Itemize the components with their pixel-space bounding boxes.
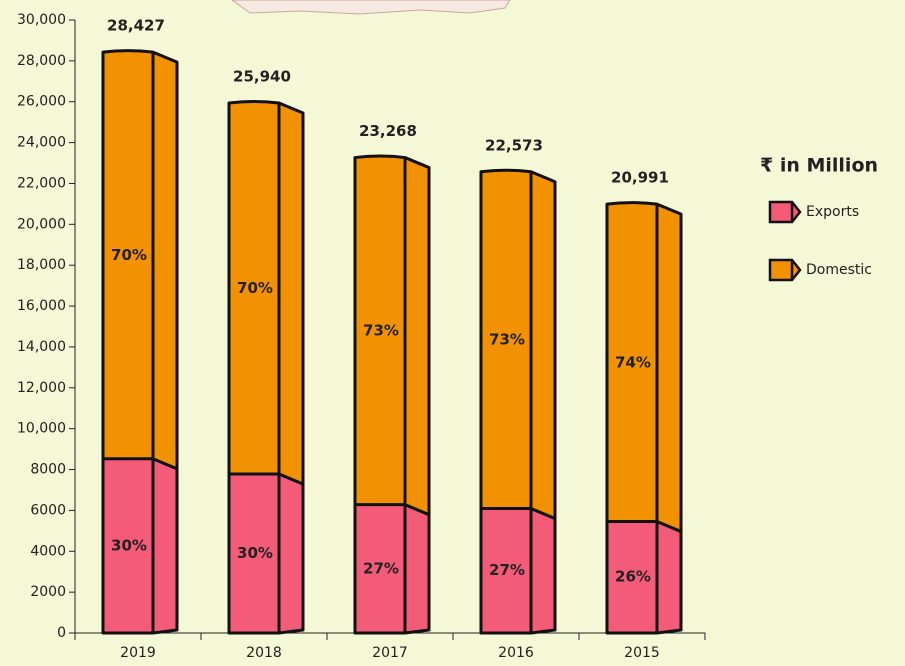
page: ₹ in Million 0 2000 4000 6000 8000 10,000 12,0…	[0, 0, 905, 666]
x-tick-label: 2017	[372, 645, 408, 661]
segment-label: 27%	[363, 559, 399, 577]
legend-title: ₹ in Million	[760, 155, 878, 177]
segment-label: 73%	[489, 331, 525, 349]
y-tick-label: 0	[57, 625, 66, 641]
y-tick-label: 22,000	[17, 175, 66, 191]
segment-label: 27%	[489, 561, 525, 579]
y-tick-label: 26,000	[17, 94, 66, 110]
y-tick-label: 6000	[30, 502, 66, 518]
segment-label: 73%	[363, 322, 399, 340]
segment-label: 74%	[615, 353, 651, 371]
y-tick-label: 8000	[30, 462, 66, 478]
y-tick-label: 28,000	[17, 53, 66, 69]
x-tick-label: 2019	[120, 645, 156, 661]
y-tick-label: 30,000	[17, 12, 66, 28]
y-tick-label: 2000	[30, 584, 66, 600]
segment-label: 26%	[615, 568, 651, 586]
chart: ₹ in Million 0 2000 4000 6000 8000 10,000 12,0…	[0, 0, 905, 666]
segment-label: 70%	[111, 246, 147, 264]
x-tick-label: 2015	[624, 645, 660, 661]
y-tick-label: 12,000	[17, 380, 66, 396]
x-tick-label: 2016	[498, 645, 534, 661]
total-label: 20,991	[611, 169, 669, 187]
total-label: 28,427	[107, 17, 165, 35]
legend-label: Domestic	[806, 262, 872, 278]
segment-label: 30%	[237, 544, 273, 562]
x-tick-label: 2018	[246, 645, 282, 661]
total-label: 23,268	[359, 122, 417, 140]
segment-label: 70%	[237, 279, 273, 297]
segment-label: 30%	[111, 536, 147, 554]
total-label: 22,573	[485, 136, 543, 154]
legend-label: Exports	[806, 204, 859, 220]
y-tick-label: 18,000	[17, 257, 66, 273]
y-tick-label: 14,000	[17, 339, 66, 355]
y-tick-label: 10,000	[17, 421, 66, 437]
y-tick-label: 24,000	[17, 135, 66, 151]
y-tick-label: 16,000	[17, 298, 66, 314]
legend-swatch	[770, 260, 800, 280]
y-tick-label: 20,000	[17, 216, 66, 232]
total-label: 25,940	[233, 67, 291, 85]
paper-decoration	[232, 0, 510, 14]
y-tick-label: 4000	[30, 543, 66, 559]
legend-swatch	[770, 202, 800, 222]
